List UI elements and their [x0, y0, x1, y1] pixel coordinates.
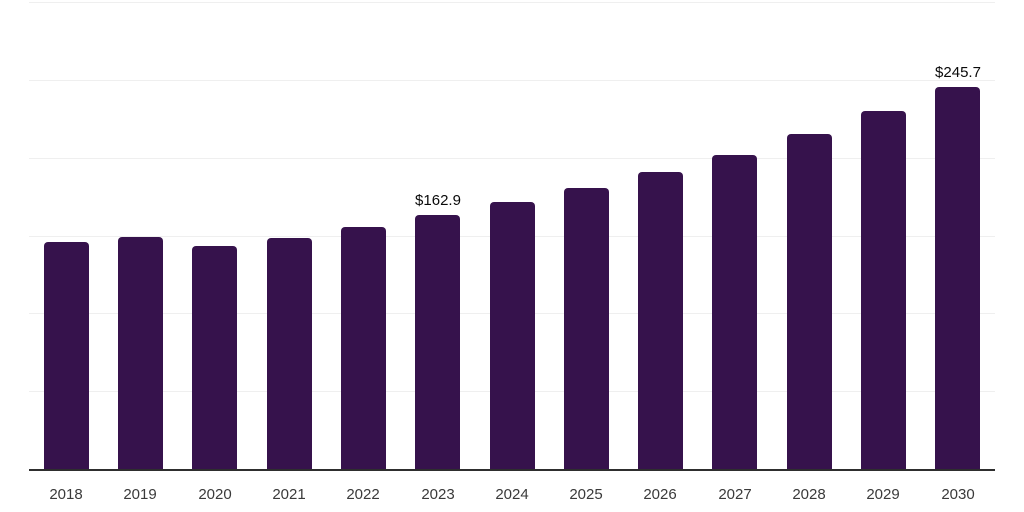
x-tick-label-2025: 2025 [569, 486, 603, 503]
bar-2022 [341, 227, 386, 469]
bar-2027 [712, 155, 757, 469]
bar-2028 [787, 134, 832, 469]
x-tick-label-2024: 2024 [495, 486, 529, 503]
x-tick-label-2028: 2028 [792, 486, 826, 503]
x-tick-label-2022: 2022 [346, 486, 380, 503]
bar-2024 [490, 202, 535, 469]
x-tick-label-2027: 2027 [718, 486, 752, 503]
x-axis-line [29, 469, 995, 471]
x-tick-label-2020: 2020 [198, 486, 232, 503]
bar-2023 [415, 215, 460, 469]
x-tick-label-2021: 2021 [272, 486, 306, 503]
x-tick-label-2029: 2029 [866, 486, 900, 503]
x-tick-label-2019: 2019 [123, 486, 157, 503]
gridline-300 [29, 2, 995, 3]
gridline-200 [29, 158, 995, 159]
data-label-2023: $162.9 [415, 192, 461, 209]
bar-2029 [861, 111, 906, 469]
bar-2018 [44, 242, 89, 469]
x-tick-label-2026: 2026 [643, 486, 677, 503]
bar-2030 [935, 87, 980, 469]
bar-2019 [118, 237, 163, 469]
gridline-250 [29, 80, 995, 81]
bar-2020 [192, 246, 237, 469]
bar-2025 [564, 188, 609, 469]
x-tick-label-2018: 2018 [49, 486, 83, 503]
bar-2021 [267, 238, 312, 469]
x-tick-label-2030: 2030 [941, 486, 975, 503]
data-label-2030: $245.7 [935, 64, 981, 81]
x-tick-label-2023: 2023 [421, 486, 455, 503]
bar-2026 [638, 172, 683, 469]
